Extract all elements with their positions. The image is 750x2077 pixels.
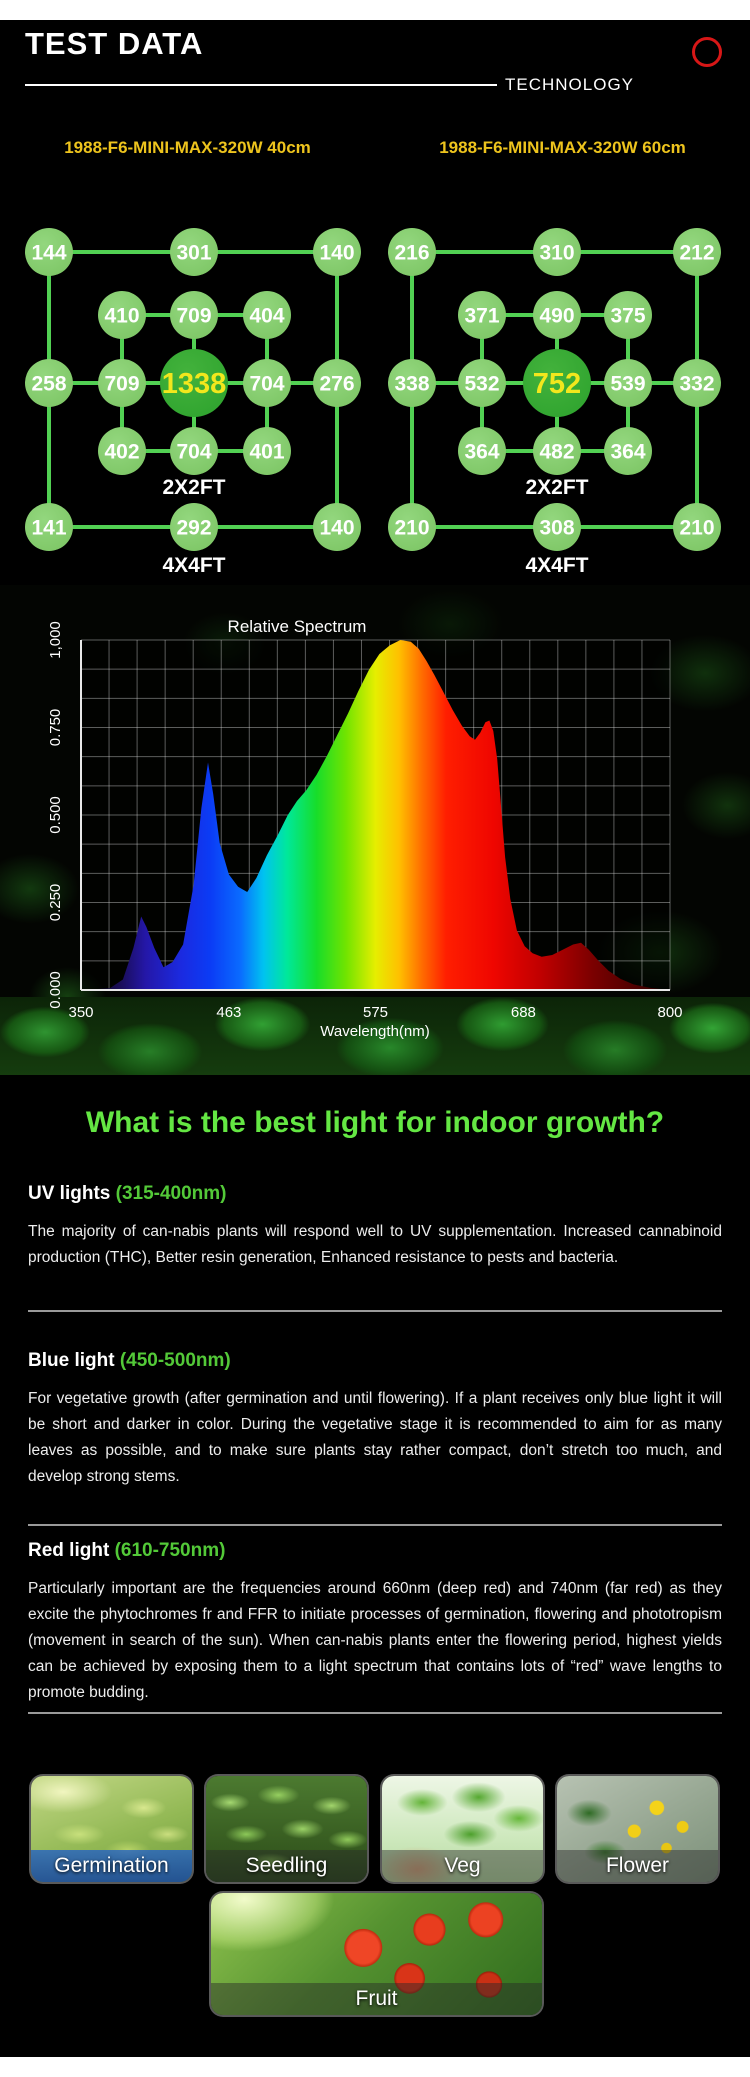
- svg-text:144: 144: [31, 241, 66, 264]
- svg-text:463: 463: [216, 1004, 241, 1021]
- blue-light-heading: Blue light (450-500nm): [28, 1350, 231, 1371]
- svg-text:371: 371: [464, 304, 499, 327]
- stage-label-fruit: Fruit: [211, 1983, 542, 2015]
- stage-card-veg[interactable]: Veg: [382, 1776, 543, 1882]
- uv-lights-heading: UV lights (315-400nm): [28, 1183, 227, 1204]
- svg-text:212: 212: [679, 241, 714, 264]
- ppfd-map-title-40cm: 1988-F6-MINI-MAX-320W 40cm: [64, 138, 311, 157]
- uv-range: (315-400nm): [115, 1183, 227, 1204]
- svg-text:301: 301: [176, 241, 211, 264]
- question-heading: What is the best light for indoor growth…: [0, 1075, 750, 1170]
- svg-text:709: 709: [176, 304, 211, 327]
- svg-text:490: 490: [539, 304, 574, 327]
- clover-background-bright: [0, 997, 750, 1075]
- stage-card-flower[interactable]: Flower: [557, 1776, 718, 1882]
- svg-text:704: 704: [249, 372, 284, 395]
- section-divider-3: [28, 1712, 722, 1714]
- section-divider-2: [28, 1524, 722, 1526]
- svg-text:0.500: 0.500: [47, 796, 64, 834]
- red-light-body: Particularly important are the frequenci…: [28, 1580, 722, 1701]
- svg-text:364: 364: [464, 440, 499, 463]
- svg-text:2X2FT: 2X2FT: [525, 476, 588, 499]
- section-uv-lights: UV lights (315-400nm) The majority of ca…: [28, 1183, 722, 1271]
- svg-text:709: 709: [104, 372, 139, 395]
- header-divider: [25, 84, 497, 86]
- svg-text:Wavelength(nm): Wavelength(nm): [320, 1023, 429, 1040]
- stage-label-flower: Flower: [557, 1850, 718, 1882]
- svg-text:210: 210: [394, 516, 429, 539]
- svg-text:575: 575: [363, 1004, 388, 1021]
- red-light-heading: Red light (610-750nm): [28, 1540, 226, 1561]
- svg-text:1,000: 1,000: [47, 621, 64, 659]
- svg-text:1338: 1338: [162, 368, 227, 400]
- red-range: (610-750nm): [114, 1540, 226, 1561]
- stage-label-germination: Germination: [31, 1850, 192, 1882]
- svg-text:338: 338: [394, 372, 429, 395]
- svg-text:0.250: 0.250: [47, 884, 64, 922]
- svg-text:4X4FT: 4X4FT: [162, 554, 225, 577]
- blue-range: (450-500nm): [119, 1350, 231, 1371]
- stage-label-veg: Veg: [382, 1850, 543, 1882]
- svg-text:308: 308: [539, 516, 574, 539]
- section-blue-light: Blue light (450-500nm) For vegetative gr…: [28, 1350, 722, 1490]
- svg-text:800: 800: [657, 1004, 682, 1021]
- spectrum-chart-section: Relative Spectrum 1,000 0.750 0.500 0.250 0.0…: [0, 585, 750, 1075]
- svg-text:401: 401: [249, 440, 284, 463]
- top-white-strip: [0, 0, 750, 20]
- record-circle-icon: [692, 37, 722, 67]
- svg-text:402: 402: [104, 440, 139, 463]
- svg-text:0.750: 0.750: [47, 709, 64, 747]
- svg-text:140: 140: [319, 241, 354, 264]
- svg-text:404: 404: [249, 304, 284, 327]
- ppfd-maps: 144 301 140 410 709 404 258 709 1338 704 276 402 704…: [25, 228, 721, 577]
- svg-text:482: 482: [539, 440, 574, 463]
- bottom-white-strip: [0, 2057, 750, 2077]
- section-red-light: Red light (610-750nm) Particularly impor…: [28, 1540, 722, 1706]
- page-title: TEST DATA: [25, 26, 204, 61]
- svg-text:688: 688: [511, 1004, 536, 1021]
- uv-lights-body: The majority of can-nabis plants will re…: [28, 1223, 722, 1266]
- stage-card-fruit[interactable]: Fruit: [211, 1893, 542, 2015]
- svg-text:292: 292: [176, 516, 211, 539]
- svg-text:276: 276: [319, 372, 354, 395]
- section-divider-1: [28, 1310, 722, 1312]
- svg-text:364: 364: [610, 440, 645, 463]
- svg-text:375: 375: [610, 304, 645, 327]
- svg-text:310: 310: [539, 241, 574, 264]
- blue-light-body: For vegetative growth (after germination…: [28, 1390, 722, 1485]
- stage-card-germination[interactable]: Germination: [31, 1776, 192, 1882]
- svg-text:258: 258: [31, 372, 66, 395]
- svg-text:332: 332: [679, 372, 714, 395]
- svg-text:410: 410: [104, 304, 139, 327]
- technology-label: TECHNOLOGY: [505, 75, 635, 94]
- svg-text:140: 140: [319, 516, 354, 539]
- svg-text:216: 216: [394, 241, 429, 264]
- svg-text:2X2FT: 2X2FT: [162, 476, 225, 499]
- stage-label-seedling: Seedling: [206, 1850, 367, 1882]
- svg-text:141: 141: [31, 516, 66, 539]
- svg-text:4X4FT: 4X4FT: [525, 554, 588, 577]
- relative-spectrum-chart: Relative Spectrum 1,000 0.750 0.500 0.250 0.0…: [47, 617, 683, 1040]
- svg-text:539: 539: [610, 372, 645, 395]
- svg-text:532: 532: [464, 372, 499, 395]
- svg-text:704: 704: [176, 440, 211, 463]
- svg-text:0.000: 0.000: [47, 971, 64, 1009]
- svg-text:350: 350: [68, 1004, 93, 1021]
- stage-card-seedling[interactable]: Seedling: [206, 1776, 367, 1882]
- svg-text:752: 752: [533, 368, 581, 400]
- svg-text:210: 210: [679, 516, 714, 539]
- svg-text:Relative Spectrum: Relative Spectrum: [228, 617, 367, 636]
- ppfd-map-title-60cm: 1988-F6-MINI-MAX-320W 60cm: [439, 138, 686, 157]
